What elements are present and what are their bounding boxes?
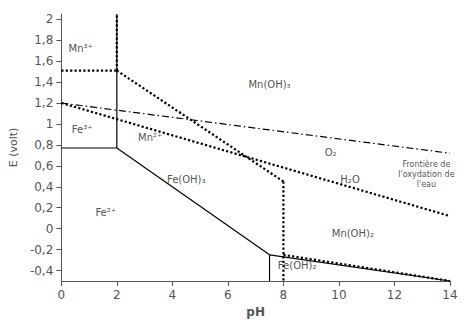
svg-text:Mn(OH)₂: Mn(OH)₂: [332, 228, 374, 239]
svg-text:12: 12: [387, 288, 402, 302]
svg-text:10: 10: [331, 288, 346, 302]
svg-text:-0,4: -0,4: [30, 264, 53, 278]
svg-text:1,2: 1,2: [34, 96, 53, 110]
svg-text:Frontière de: Frontière de: [402, 159, 450, 169]
svg-text:0: 0: [46, 222, 54, 236]
svg-text:E (volt): E (volt): [7, 128, 20, 168]
svg-text:pH: pH: [246, 305, 265, 319]
svg-text:Fe³⁺: Fe³⁺: [72, 124, 93, 135]
svg-text:Mn(OH)₃: Mn(OH)₃: [248, 79, 290, 90]
svg-text:H₂O: H₂O: [340, 174, 360, 185]
svg-text:8: 8: [280, 288, 288, 302]
svg-text:1,8: 1,8: [34, 33, 53, 47]
svg-text:6: 6: [224, 288, 232, 302]
svg-text:2: 2: [113, 288, 121, 302]
svg-text:l'eau: l'eau: [417, 180, 436, 189]
svg-text:4: 4: [169, 288, 177, 302]
svg-text:1: 1: [46, 117, 54, 131]
svg-text:Mn²⁺: Mn²⁺: [138, 132, 162, 143]
svg-text:0,8: 0,8: [34, 138, 53, 152]
svg-text:1,4: 1,4: [34, 75, 53, 89]
svg-text:14: 14: [442, 288, 457, 302]
svg-text:Fe²⁺: Fe²⁺: [95, 207, 116, 218]
svg-text:0,6: 0,6: [34, 159, 53, 173]
svg-text:0,2: 0,2: [34, 201, 53, 215]
svg-text:-0,2: -0,2: [30, 243, 53, 257]
svg-text:Fe(OH)₃: Fe(OH)₃: [167, 174, 206, 185]
svg-text:2: 2: [46, 12, 54, 26]
svg-text:1,6: 1,6: [34, 54, 53, 68]
svg-text:0,4: 0,4: [34, 180, 53, 194]
svg-text:l'oxydation de: l'oxydation de: [398, 170, 454, 179]
svg-text:O₂: O₂: [325, 147, 337, 158]
svg-text:0: 0: [57, 288, 65, 302]
svg-text:Mn³⁺: Mn³⁺: [69, 43, 93, 54]
svg-text:Fe(OH)₂: Fe(OH)₂: [277, 259, 317, 271]
